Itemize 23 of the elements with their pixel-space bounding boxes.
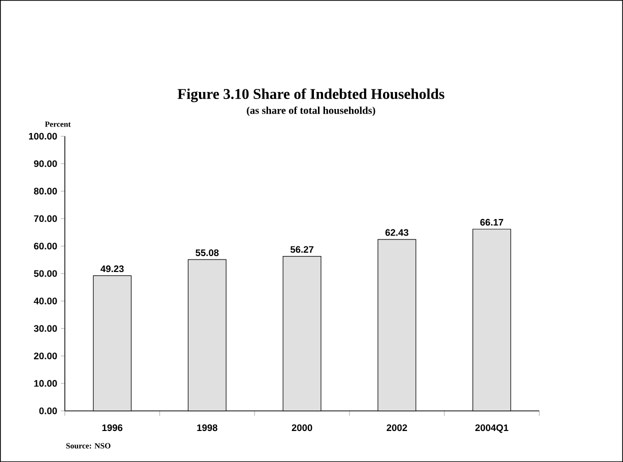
y-tick-label: 0.00 <box>39 407 57 414</box>
x-tick-label: 1996 <box>102 424 122 431</box>
y-tick-label: 10.00 <box>34 380 57 387</box>
y-tick-label: 100.00 <box>28 132 57 140</box>
y-tick-label: 20.00 <box>34 352 57 360</box>
x-tick-label: 2004Q1 <box>475 424 508 433</box>
y-tick-label: 30.00 <box>34 325 57 332</box>
data-label: 62.43 <box>385 229 408 236</box>
data-label: 49.23 <box>100 265 124 272</box>
x-tick-label: 1998 <box>197 424 218 431</box>
chart-title: Figure 3.10 Share of Indebted Households <box>178 88 444 102</box>
y-tick-label: 50.00 <box>34 270 57 277</box>
data-label: 55.08 <box>196 249 219 256</box>
x-tick-label: 2002 <box>386 424 408 431</box>
chart-subtitle: (as share of total households) <box>246 106 376 116</box>
y-tick-label: 60.00 <box>34 242 57 250</box>
data-label: 56.27 <box>290 246 314 253</box>
y-tick-label: 90.00 <box>34 160 57 167</box>
y-tick-label: 70.00 <box>34 215 57 222</box>
y-tick-label: 80.00 <box>34 188 57 194</box>
y-tick-label: 40.00 <box>34 298 57 304</box>
x-tick-label: 2000 <box>292 424 312 431</box>
data-label: 66.17 <box>480 218 504 226</box>
